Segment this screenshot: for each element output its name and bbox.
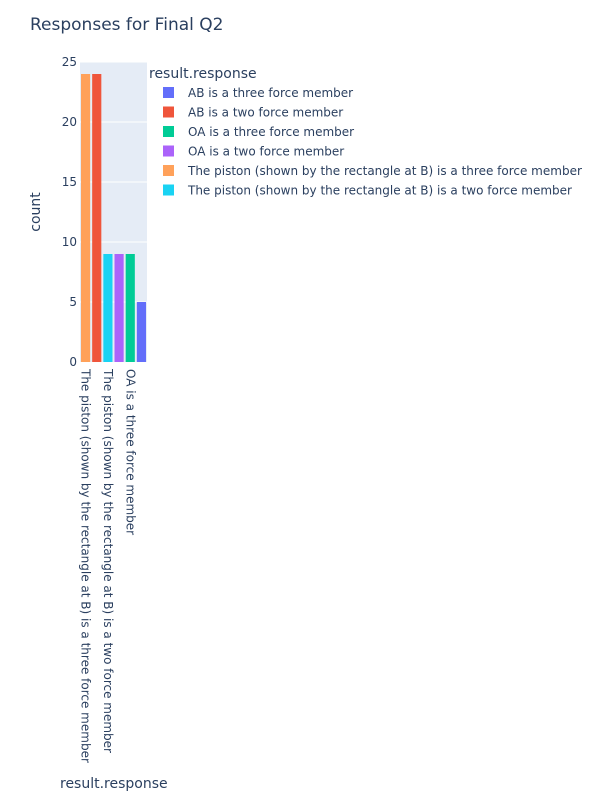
legend-title: result.response (149, 66, 257, 82)
y-gridlines (80, 61, 147, 303)
legend-entry[interactable]: The piston (shown by the rectangle at B)… (187, 164, 582, 178)
legend-swatch[interactable] (163, 106, 174, 118)
y-axis-ticks: 0 5 10 15 20 25 (62, 55, 77, 369)
bar[interactable] (92, 74, 102, 362)
y-axis-title: count (28, 192, 44, 232)
bar[interactable] (136, 302, 146, 362)
legend-entry[interactable]: OA is a two force member (188, 145, 344, 159)
x-tick-label: The piston (shown by the rectangle at B)… (101, 368, 115, 753)
legend-entry[interactable]: AB is a two force member (188, 106, 343, 120)
bar[interactable] (103, 254, 113, 362)
bars (81, 74, 146, 362)
bar[interactable] (125, 254, 135, 362)
legend-entry[interactable]: The piston (shown by the rectangle at B)… (187, 184, 572, 198)
plot-area (80, 62, 147, 362)
y-tick-label: 15 (62, 175, 77, 189)
y-tick-label: 5 (69, 295, 77, 309)
legend-swatch[interactable] (163, 87, 174, 98)
bar[interactable] (114, 254, 124, 362)
y-tick-label: 20 (62, 115, 77, 129)
y-tick-label: 10 (62, 235, 77, 249)
y-tick-label: 25 (62, 55, 77, 69)
legend: AB is a three force member AB is a two fo… (163, 86, 582, 198)
x-axis-title: result.response (60, 776, 168, 792)
x-tick-label: OA is a three force member (123, 369, 137, 535)
legend-entry[interactable]: AB is a three force member (188, 86, 353, 100)
x-tick-label: The piston (shown by the rectangle at B)… (79, 368, 93, 763)
legend-swatch[interactable] (163, 126, 174, 137)
legend-swatch[interactable] (163, 145, 174, 157)
legend-entry[interactable]: OA is a three force member (188, 125, 354, 139)
y-tick-label: 0 (69, 355, 77, 369)
legend-swatch[interactable] (163, 184, 174, 196)
bar[interactable] (81, 74, 91, 362)
legend-swatch[interactable] (163, 165, 174, 176)
chart-title: Responses for Final Q2 (30, 15, 223, 35)
x-axis-ticks: The piston (shown by the rectangle at B)… (79, 368, 138, 763)
